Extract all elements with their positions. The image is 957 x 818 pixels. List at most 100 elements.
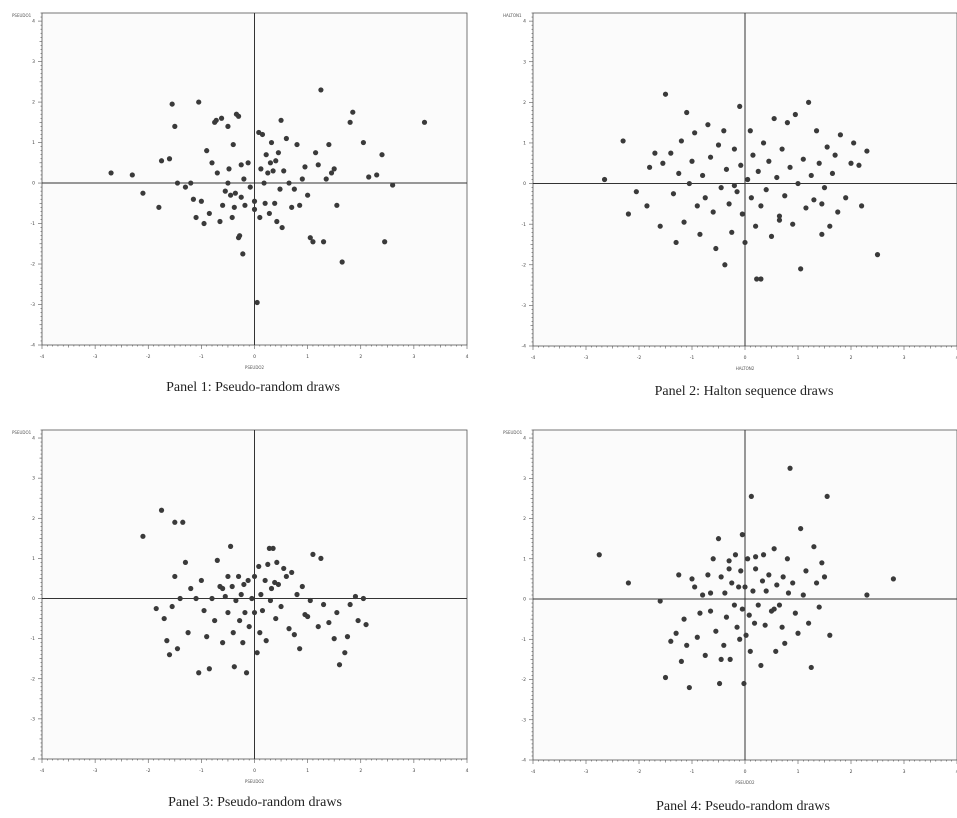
y-tick-label: -2	[31, 262, 36, 268]
y-axis-label: PSEUDO1	[12, 13, 32, 18]
scatter-point	[625, 211, 631, 217]
scatter-point	[686, 684, 692, 691]
scatter-point	[307, 235, 313, 241]
y-axis-label: PSEUDO1	[12, 430, 32, 435]
scatter-point	[816, 160, 822, 166]
scatter-point	[268, 139, 275, 146]
x-tick-label: -1	[199, 768, 204, 774]
scatter-point	[164, 638, 170, 644]
scatter-point	[766, 572, 772, 578]
scatter-point	[220, 202, 226, 208]
scatter-point	[715, 536, 722, 542]
scatter-point	[188, 180, 194, 186]
scatter-point	[697, 231, 703, 237]
scatter-point	[670, 191, 677, 197]
y-tick-label: 0	[523, 181, 526, 187]
scatter-point	[238, 194, 244, 200]
scatter-point	[240, 251, 246, 257]
scatter-point	[774, 582, 780, 588]
scatter-point	[837, 132, 843, 138]
y-tick-label: 1	[32, 556, 35, 562]
y-tick-label: 1	[523, 141, 526, 147]
scatter-point	[232, 190, 238, 196]
scatter-point	[257, 630, 263, 636]
scatter-point	[277, 186, 283, 192]
scatter-point	[261, 180, 267, 186]
scatter-point	[129, 172, 135, 178]
y-tick-label: 4	[32, 19, 35, 25]
scatter-point	[596, 552, 602, 558]
scatter-point	[299, 176, 305, 182]
scatter-point	[723, 614, 730, 620]
y-tick-label: -4	[522, 344, 527, 350]
scatter-point	[198, 577, 204, 584]
y-tick-label: 1	[32, 140, 35, 146]
y-tick-label: -4	[31, 343, 36, 349]
scatter-point	[312, 150, 319, 156]
scatter-point	[226, 166, 232, 172]
scatter-point	[676, 170, 682, 177]
scatter-point	[795, 630, 801, 636]
scatter-point	[705, 572, 711, 578]
y-tick-label: -3	[31, 302, 36, 308]
scatter-point	[739, 606, 745, 612]
scatter-point	[890, 576, 896, 582]
x-tick-label: 2	[359, 768, 362, 774]
scatter-point	[220, 585, 226, 592]
y-tick-label: -3	[522, 717, 527, 723]
scatter-point	[212, 617, 218, 624]
scatter-point	[787, 164, 793, 170]
scatter-point	[342, 650, 348, 656]
scatter-point	[278, 603, 284, 610]
scatter-point	[800, 592, 806, 598]
y-tick-label: -1	[522, 222, 527, 228]
scatter-point	[158, 507, 165, 513]
scatter-point	[328, 170, 335, 176]
scatter-point	[647, 164, 653, 170]
scatter-point	[827, 223, 833, 229]
scatter-point	[305, 192, 311, 198]
scatter-point	[694, 634, 700, 640]
y-tick-label: -2	[31, 676, 36, 682]
scatter-point	[204, 634, 210, 640]
scatter-point	[174, 646, 181, 652]
scatter-point	[633, 189, 639, 195]
scatter-point	[182, 559, 189, 566]
scatter-point	[273, 615, 279, 622]
scatter-point	[225, 123, 231, 129]
scatter-point	[753, 566, 759, 572]
x-tick-label: -1	[199, 354, 204, 360]
y-tick-label: 2	[523, 100, 526, 106]
scatter-point	[235, 573, 242, 580]
caption-2: Panel 2: Halton sequence draws	[654, 384, 834, 399]
scatter-point	[421, 119, 428, 125]
scatter-point	[601, 176, 608, 183]
scatter-point	[722, 262, 728, 268]
scatter-point	[780, 574, 786, 580]
scatter-point	[231, 204, 237, 210]
scatter-point	[213, 117, 219, 123]
scatter-point	[758, 276, 764, 282]
scatter-point	[204, 148, 210, 154]
x-tick-label: -4	[531, 769, 536, 775]
caption-1: Panel 1: Pseudo-random draws	[166, 380, 340, 395]
scatter-point	[238, 162, 244, 168]
scatter-point	[731, 182, 737, 189]
y-tick-label: 3	[32, 59, 35, 65]
x-axis-label: PSEUDO2	[245, 365, 265, 370]
y-tick-label: 4	[32, 436, 35, 442]
scatter-point	[774, 174, 780, 181]
scatter-point	[275, 150, 282, 156]
scatter-point	[198, 198, 204, 204]
y-tick-label: -4	[31, 757, 36, 763]
scatter-point	[657, 223, 663, 229]
scatter-point	[678, 138, 684, 144]
scatter-point	[238, 591, 244, 598]
scatter-point	[266, 545, 272, 551]
scatter-point	[258, 166, 264, 172]
scatter-point	[798, 266, 804, 272]
scatter-point	[220, 640, 226, 646]
scatter-point	[318, 87, 324, 93]
scatter-point	[297, 646, 303, 652]
scatter-point	[731, 146, 737, 152]
